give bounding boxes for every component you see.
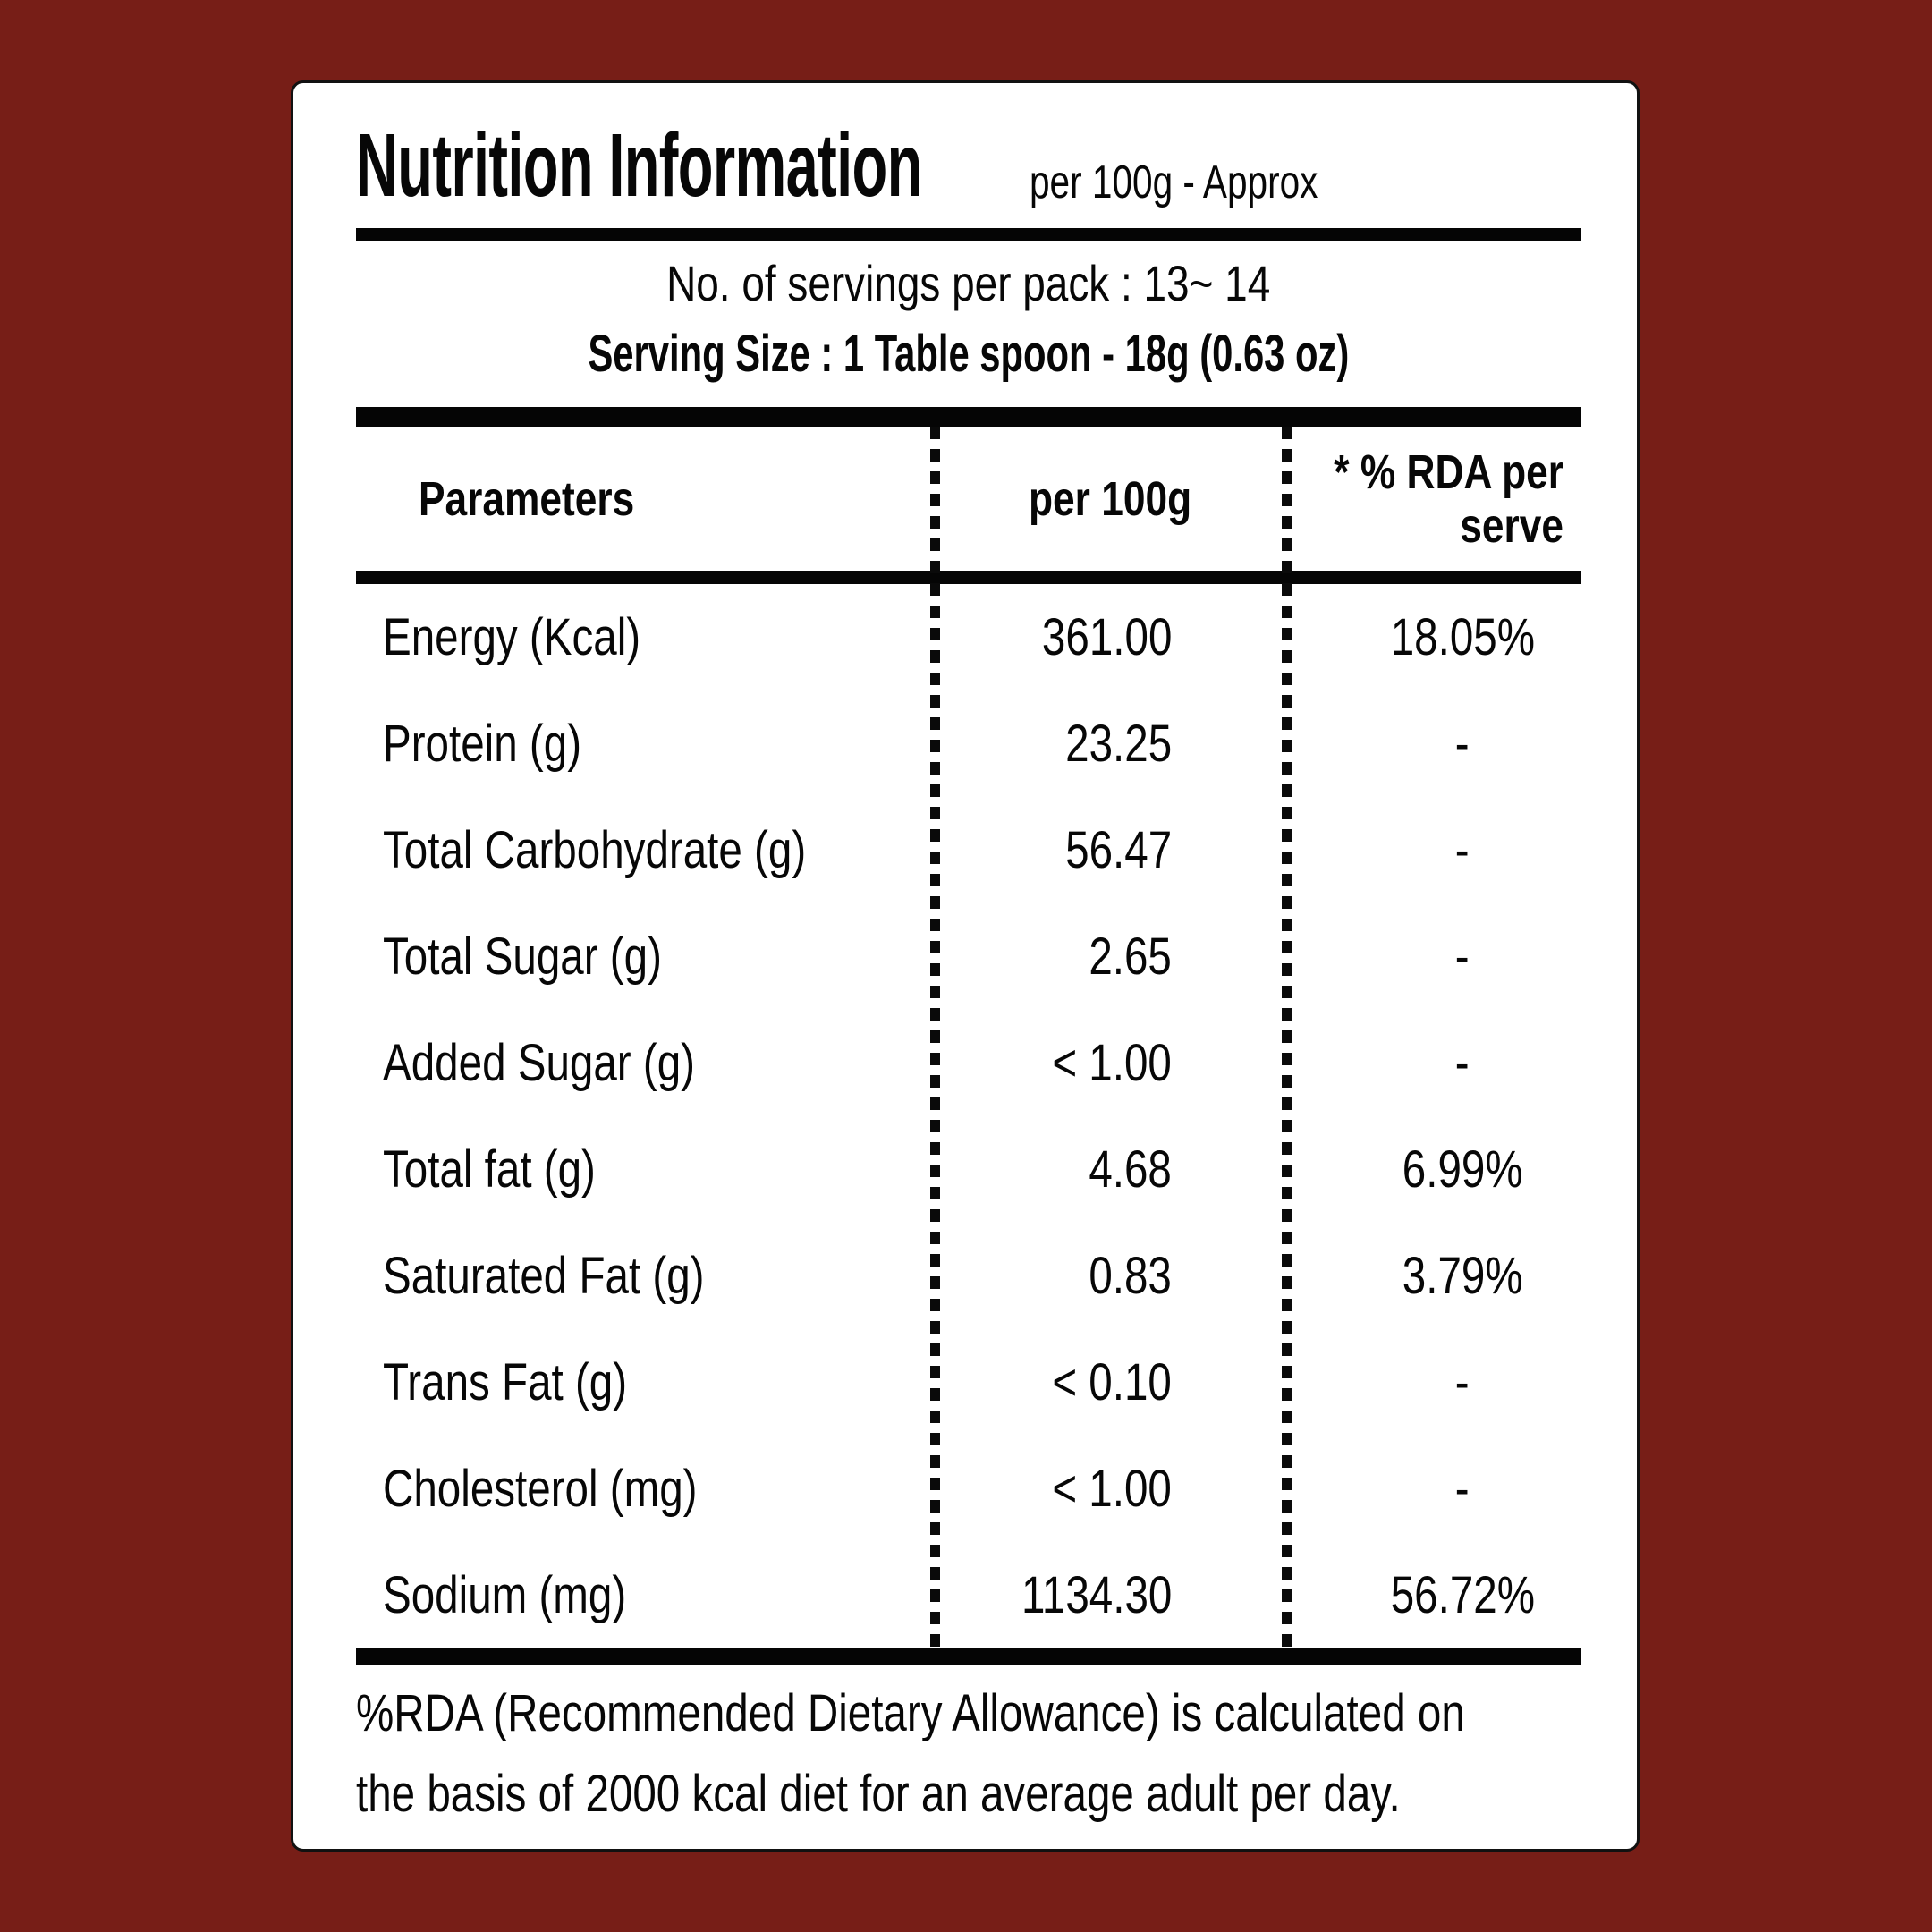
table-row: Total Carbohydrate (g) 56.47 - [356, 797, 1581, 903]
parameter-cell: Cholesterol (mg) [383, 1436, 902, 1542]
header-parameters: Parameters [419, 427, 919, 571]
per-100g-value: 4.68 [1089, 1140, 1172, 1199]
rda-value: 56.72% [1390, 1565, 1535, 1624]
nutrition-card: Nutrition Information per 100g - Approx … [291, 80, 1640, 1852]
header-per-100g: per 100g [935, 427, 1286, 571]
table-row: Added Sugar (g) < 1.00 - [356, 1010, 1581, 1116]
header-per-100g-label: per 100g [1029, 471, 1192, 526]
per-100g-value: < 0.10 [1052, 1352, 1172, 1411]
parameter-cell: Total fat (g) [383, 1116, 902, 1223]
parameter-cell: Saturated Fat (g) [383, 1223, 902, 1329]
rda-cell: - [1310, 1436, 1614, 1542]
rda-value: 3.79% [1402, 1246, 1523, 1305]
parameter-cell: Sodium (mg) [383, 1542, 902, 1648]
rda-cell: - [1310, 691, 1614, 797]
table-row: Saturated Fat (g) 0.83 3.79% [356, 1223, 1581, 1329]
rda-footnote: %RDA (Recommended Dietary Allowance) is … [356, 1674, 1581, 1835]
parameter-cell: Protein (g) [383, 691, 902, 797]
per-100g-cell: 361.00 [935, 584, 1172, 691]
title-divider-bar [356, 228, 1581, 241]
parameter-label: Trans Fat (g) [383, 1352, 628, 1411]
table-row: Total fat (g) 4.68 6.99% [356, 1116, 1581, 1223]
parameter-label: Energy (Kcal) [383, 607, 641, 666]
title-suffix: per 100g - Approx [1030, 157, 1318, 208]
rda-cell: - [1310, 797, 1614, 903]
rda-footnote-text-2: the basis of 2000 kcal diet for an avera… [356, 1765, 1401, 1823]
table-row: Protein (g) 23.25 - [356, 691, 1581, 797]
parameter-cell: Total Carbohydrate (g) [383, 797, 902, 903]
rda-cell: - [1310, 903, 1614, 1010]
per-100g-cell: < 1.00 [935, 1010, 1172, 1116]
per-100g-value: 361.00 [1041, 607, 1172, 666]
parameter-label: Total fat (g) [383, 1140, 596, 1199]
table-row: Trans Fat (g) < 0.10 - [356, 1329, 1581, 1436]
parameter-label: Saturated Fat (g) [383, 1246, 705, 1305]
header-parameters-label: Parameters [419, 471, 635, 526]
parameter-label: Cholesterol (mg) [383, 1459, 698, 1518]
table-row: Cholesterol (mg) < 1.00 - [356, 1436, 1581, 1542]
parameter-label: Protein (g) [383, 714, 582, 773]
parameter-cell: Trans Fat (g) [383, 1329, 902, 1436]
per-100g-cell: 2.65 [935, 903, 1172, 1010]
rda-cell: 6.99% [1310, 1116, 1614, 1223]
per-100g-value: 0.83 [1089, 1246, 1172, 1305]
per-100g-cell: 1134.30 [935, 1542, 1172, 1648]
rda-cell: - [1310, 1010, 1614, 1116]
parameter-cell: Energy (Kcal) [383, 584, 902, 691]
column-separator-dotted-1 [930, 427, 940, 1648]
page-title: Nutrition Information [356, 115, 922, 216]
rda-value: - [1455, 1352, 1470, 1411]
per-100g-cell: 4.68 [935, 1116, 1172, 1223]
rda-cell: 3.79% [1310, 1223, 1614, 1329]
per-100g-value: 2.65 [1089, 927, 1172, 986]
per-100g-value: 56.47 [1064, 820, 1172, 879]
per-100g-value: < 1.00 [1052, 1459, 1172, 1518]
column-separator-dotted-2 [1282, 427, 1292, 1648]
per-100g-cell: < 0.10 [935, 1329, 1172, 1436]
table-row: Total Sugar (g) 2.65 - [356, 903, 1581, 1010]
servings-per-pack-line: No. of servings per pack : 13~ 14 [356, 253, 1581, 314]
parameter-cell: Total Sugar (g) [383, 903, 902, 1010]
rda-value: - [1455, 820, 1470, 879]
parameter-label: Added Sugar (g) [383, 1033, 695, 1092]
per-100g-cell: < 1.00 [935, 1436, 1172, 1542]
serving-size-text: Serving Size : 1 Table spoon - 18g (0.63… [588, 325, 1350, 383]
per-100g-value: 1134.30 [1021, 1565, 1172, 1624]
parameter-label: Total Carbohydrate (g) [383, 820, 807, 879]
rda-footnote-text-1: %RDA (Recommended Dietary Allowance) is … [356, 1684, 1465, 1742]
table-bottom-bar [356, 1648, 1581, 1665]
rda-cell: 56.72% [1310, 1542, 1614, 1648]
per-100g-value: 23.25 [1064, 714, 1172, 773]
header-rda-per-serve: * % RDA per serve [1286, 427, 1581, 571]
rda-value: 18.05% [1390, 607, 1535, 666]
rda-footnote-line-2: the basis of 2000 kcal diet for an avera… [356, 1754, 1581, 1835]
rda-footnote-line-1: %RDA (Recommended Dietary Allowance) is … [356, 1674, 1581, 1754]
rda-cell: - [1310, 1329, 1614, 1436]
table-row: Sodium (mg) 1134.30 56.72% [356, 1542, 1581, 1648]
rda-value: - [1455, 1033, 1470, 1092]
per-100g-cell: 0.83 [935, 1223, 1172, 1329]
header-divider-bar [356, 571, 1581, 584]
table-top-bar [356, 407, 1581, 427]
parameter-label: Sodium (mg) [383, 1565, 627, 1624]
parameter-cell: Added Sugar (g) [383, 1010, 902, 1116]
rda-value: - [1455, 927, 1470, 986]
table-row: Energy (Kcal) 361.00 18.05% [356, 584, 1581, 691]
rda-cell: 18.05% [1310, 584, 1614, 691]
rda-value: - [1455, 1459, 1470, 1518]
rda-value: - [1455, 714, 1470, 773]
per-100g-cell: 23.25 [935, 691, 1172, 797]
serving-size-line: Serving Size : 1 Table spoon - 18g (0.63… [356, 323, 1581, 386]
per-100g-value: < 1.00 [1052, 1033, 1172, 1092]
rda-value: 6.99% [1402, 1140, 1523, 1199]
servings-per-pack-text: No. of servings per pack : 13~ 14 [666, 255, 1271, 311]
per-100g-cell: 56.47 [935, 797, 1172, 903]
header-rda-per-serve-label: * % RDA per serve [1334, 445, 1563, 553]
parameter-label: Total Sugar (g) [383, 927, 662, 986]
